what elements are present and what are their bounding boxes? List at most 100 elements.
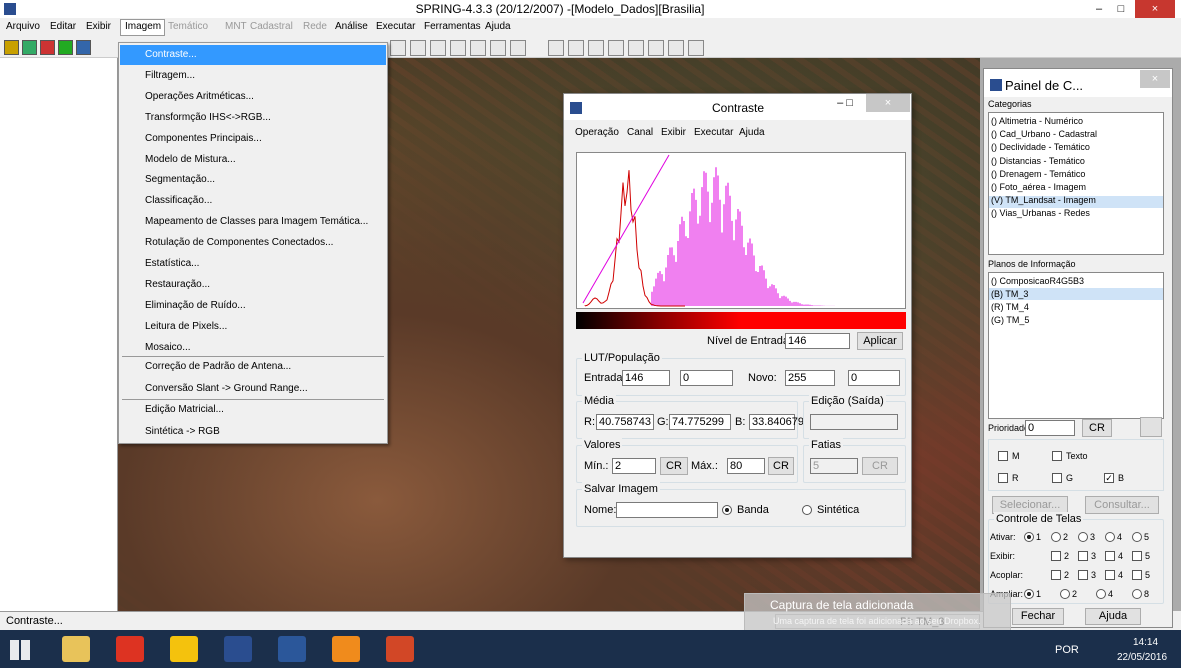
menu-item[interactable]: Análise xyxy=(335,21,368,32)
radio[interactable] xyxy=(1060,589,1070,599)
image-menu-item[interactable]: Componentes Principais... xyxy=(145,132,262,144)
cr-button[interactable]: CR xyxy=(1082,419,1112,437)
check-label[interactable]: 4 xyxy=(1118,570,1124,580)
tool-button[interactable] xyxy=(410,40,426,56)
category-item[interactable]: () Distancias - Temático xyxy=(991,155,1085,166)
taskbar-app[interactable] xyxy=(170,636,198,662)
taskbar-app[interactable] xyxy=(278,636,306,662)
checkbox[interactable] xyxy=(998,473,1008,483)
menu-item[interactable]: MNT xyxy=(225,21,247,32)
tool-button[interactable] xyxy=(588,40,604,56)
tool-button[interactable] xyxy=(76,40,91,55)
image-menu-item[interactable]: Segmentação... xyxy=(145,174,216,186)
plano-item[interactable]: (G) TM_5 xyxy=(991,315,1030,325)
radio-label[interactable]: 1 xyxy=(1036,589,1042,599)
radio-label[interactable]: 8 xyxy=(1144,589,1150,599)
image-menu-item[interactable]: Estatística... xyxy=(145,258,200,269)
taskbar-app[interactable] xyxy=(386,636,414,662)
radio[interactable] xyxy=(802,505,812,515)
radio[interactable] xyxy=(1078,532,1088,542)
menu-item[interactable]: Arquivo xyxy=(6,21,40,32)
start-button[interactable] xyxy=(10,640,30,660)
image-menu-item[interactable]: Conversão Slant -> Ground Range... xyxy=(145,383,308,394)
dialog-menu-item[interactable]: Operação xyxy=(575,127,619,138)
check-label[interactable]: 2 xyxy=(1064,570,1070,580)
category-item[interactable]: () Drenagem - Temático xyxy=(991,168,1086,179)
min-button[interactable]: – xyxy=(1095,3,1103,15)
menu-item[interactable]: Ajuda xyxy=(485,21,511,32)
radio-label[interactable]: 4 xyxy=(1117,532,1123,542)
radio[interactable] xyxy=(1051,532,1061,542)
radio[interactable] xyxy=(1024,532,1034,542)
menu-item[interactable]: Editar xyxy=(50,21,77,32)
taskbar-app[interactable] xyxy=(224,636,252,662)
image-menu-item[interactable]: Sintética -> RGB xyxy=(145,426,220,437)
category-item[interactable]: () Altimetria - Numérico xyxy=(991,116,1084,126)
radio-label[interactable]: 3 xyxy=(1090,532,1096,542)
checkbox[interactable] xyxy=(1105,570,1115,580)
image-menu-item[interactable]: Modelo de Mistura... xyxy=(145,153,236,165)
menu-item[interactable]: Executar xyxy=(376,21,416,32)
cr-button[interactable]: CR xyxy=(768,457,794,475)
checkbox[interactable] xyxy=(1078,551,1088,561)
checkbox[interactable] xyxy=(1132,551,1142,561)
tool-button[interactable] xyxy=(490,40,506,56)
radio-label[interactable]: 2 xyxy=(1063,532,1069,542)
cr-button[interactable]: CR xyxy=(660,457,688,475)
tool-button[interactable] xyxy=(688,40,704,56)
radio[interactable] xyxy=(1105,532,1115,542)
dialog-menu-item[interactable]: Canal xyxy=(627,127,654,138)
tool-button[interactable] xyxy=(390,40,406,56)
close-button[interactable]: × xyxy=(1135,0,1175,18)
tool-button[interactable] xyxy=(22,40,37,55)
tool-button[interactable] xyxy=(58,40,73,55)
category-item[interactable]: (V) TM_Landsat - Imagem xyxy=(991,195,1096,206)
checkbox[interactable] xyxy=(1051,551,1061,561)
image-menu-item[interactable]: Restauração... xyxy=(145,278,211,290)
checkbox[interactable] xyxy=(1105,551,1115,561)
tool-button[interactable] xyxy=(548,40,564,56)
tool-button[interactable] xyxy=(648,40,664,56)
checkbox[interactable] xyxy=(1078,570,1088,580)
image-menu-item[interactable]: Edição Matricial... xyxy=(145,404,224,415)
menu-item[interactable]: Rede xyxy=(303,21,327,32)
edit-button[interactable] xyxy=(1140,417,1162,437)
check-label[interactable]: Texto xyxy=(1066,451,1088,461)
check-label[interactable]: G xyxy=(1066,473,1074,483)
consultar-button[interactable]: Consultar... xyxy=(1085,496,1159,514)
radio-label[interactable]: 1 xyxy=(1036,532,1042,542)
dialog-min[interactable]: – □ xyxy=(837,97,853,109)
tool-button[interactable] xyxy=(40,40,55,55)
menu-item[interactable]: Ferramentas xyxy=(424,21,481,32)
check-label[interactable]: R xyxy=(1012,473,1019,483)
checkbox[interactable] xyxy=(1051,570,1061,580)
radio-label[interactable]: 2 xyxy=(1072,589,1078,599)
image-menu-item[interactable]: Mosaico... xyxy=(145,341,191,353)
tool-button[interactable] xyxy=(628,40,644,56)
checkbox[interactable] xyxy=(1132,570,1142,580)
radio[interactable] xyxy=(1132,589,1142,599)
image-menu-item[interactable]: Rotulação de Componentes Conectados... xyxy=(145,237,334,249)
image-menu-item[interactable]: Correção de Padrão de Antena... xyxy=(145,361,292,372)
tool-button[interactable] xyxy=(608,40,624,56)
tool-button[interactable] xyxy=(470,40,486,56)
radio-label[interactable]: 5 xyxy=(1144,532,1150,542)
image-menu-item[interactable]: Filtragem... xyxy=(145,69,196,81)
menu-item[interactable]: Imagem xyxy=(125,21,162,32)
dialog-menu-item[interactable]: Exibir xyxy=(661,127,687,138)
image-menu-item[interactable]: Mapeamento de Classes para Imagem Temáti… xyxy=(145,216,369,228)
image-menu-item[interactable]: Contraste... xyxy=(145,49,197,60)
category-item[interactable]: () Vias_Urbanas - Redes xyxy=(991,208,1090,219)
apply-button[interactable]: Aplicar xyxy=(857,332,903,350)
taskbar-app[interactable] xyxy=(332,636,360,662)
image-menu-item[interactable]: Eliminação de Ruído... xyxy=(145,299,246,311)
radio[interactable] xyxy=(1132,532,1142,542)
plano-item[interactable]: (R) TM_4 xyxy=(991,302,1029,312)
dialog-menu-item[interactable]: Executar xyxy=(694,127,734,138)
max-button[interactable]: □ xyxy=(1117,3,1125,15)
cr-button[interactable]: CR xyxy=(862,457,898,475)
checkbox[interactable] xyxy=(1052,473,1062,483)
radio[interactable] xyxy=(1096,589,1106,599)
plano-item[interactable]: (B) TM_3 xyxy=(991,289,1029,299)
radio[interactable] xyxy=(722,505,732,515)
